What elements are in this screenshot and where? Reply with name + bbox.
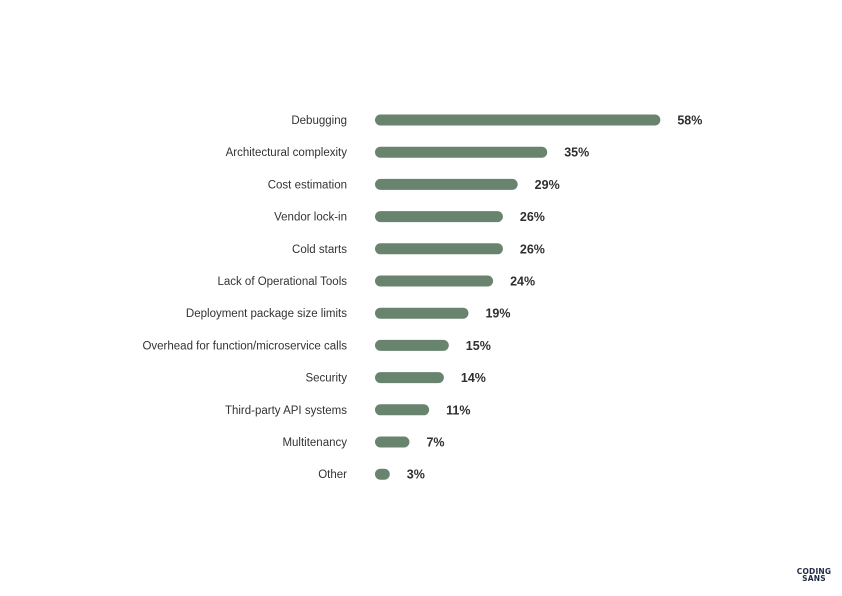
bar [375, 178, 518, 190]
category-label: Cold starts [292, 244, 347, 256]
bar [375, 146, 548, 158]
category-label: Overhead for function/microservice calls [142, 340, 347, 352]
category-label: Debugging [291, 115, 347, 127]
value-label: 19% [485, 307, 510, 321]
category-label: Vendor lock-in [274, 212, 347, 224]
value-label: 26% [520, 242, 545, 256]
value-label: 24% [510, 275, 535, 289]
value-label: 58% [677, 114, 702, 128]
bar [375, 468, 390, 480]
bars-layer: Debugging 58% Architectural complexity 35% C… [142, 114, 702, 482]
category-label: Security [305, 373, 347, 385]
bar [375, 436, 410, 448]
value-label: 35% [564, 146, 589, 160]
value-label: 29% [535, 178, 560, 192]
category-label: Multitenancy [282, 437, 347, 449]
bar [375, 243, 503, 255]
category-label: Third-party API systems [225, 405, 347, 417]
bar [375, 372, 444, 384]
value-label: 7% [426, 436, 444, 450]
category-label: Other [318, 469, 347, 481]
bar [375, 339, 449, 351]
value-label: 14% [461, 371, 486, 385]
logo-text-line1: CODING [796, 567, 832, 576]
category-label: Deployment package size limits [186, 308, 347, 320]
value-label: 26% [520, 210, 545, 224]
bar [375, 404, 430, 416]
value-label: 11% [446, 403, 470, 417]
value-label: 15% [466, 339, 491, 353]
category-label: Lack of Operational Tools [217, 276, 347, 288]
bar [375, 114, 661, 126]
category-label: Architectural complexity [226, 147, 348, 159]
value-label: 3% [407, 468, 425, 482]
bar [375, 211, 503, 223]
category-label: Cost estimation [268, 179, 347, 191]
coding-sans-logo: CODING SANS [794, 567, 834, 583]
bar [375, 275, 494, 287]
bar [375, 307, 469, 319]
logo-text-line2: SANS [802, 574, 826, 583]
